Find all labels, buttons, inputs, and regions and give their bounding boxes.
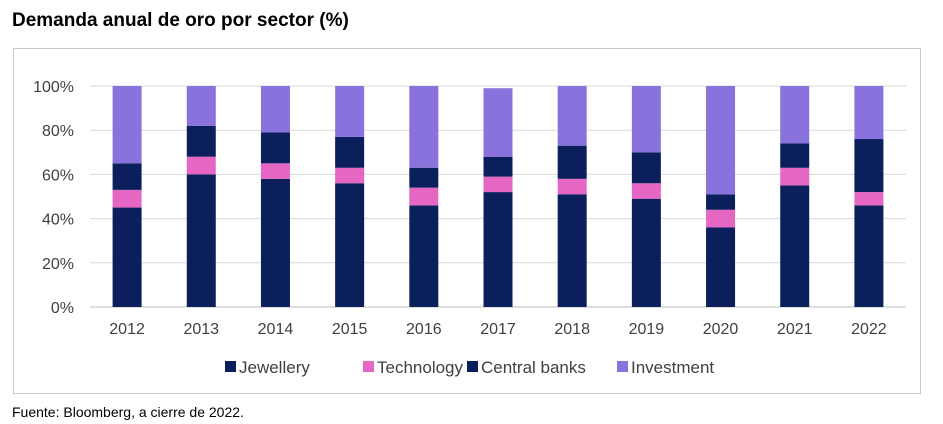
- y-tick-label: 80%: [42, 123, 74, 140]
- bar-investment-2022: [854, 86, 884, 140]
- bar-jewellery-2019: [631, 198, 661, 307]
- bar-investment-2016: [409, 86, 439, 168]
- bar-central-banks-2021: [780, 143, 810, 168]
- legend: Jewellery Technology Central banks Investme…: [225, 358, 714, 377]
- bar-technology-2022: [854, 192, 884, 206]
- x-tick-label: 2018: [554, 321, 590, 338]
- legend-swatch-investment: [617, 361, 628, 372]
- legend-label: Central banks: [481, 358, 586, 377]
- x-tick-label: 2013: [183, 321, 219, 338]
- bar-investment-2017: [483, 88, 513, 157]
- bar-central-banks-2014: [260, 132, 290, 164]
- y-tick-label: 100%: [33, 79, 74, 96]
- chart-title: Demanda anual de oro por sector (%): [12, 10, 349, 31]
- source-note: Fuente: Bloomberg, a cierre de 2022.: [12, 404, 244, 420]
- x-tick-label: 2012: [109, 321, 145, 338]
- bar-technology-2021: [780, 167, 810, 186]
- bar-investment-2014: [260, 86, 290, 133]
- bar-technology-2015: [335, 167, 365, 184]
- bar-central-banks-2020: [706, 194, 736, 210]
- bar-technology-2013: [186, 156, 216, 175]
- bar-technology-2017: [483, 176, 513, 193]
- y-tick-label: 20%: [42, 256, 74, 273]
- bar-central-banks-2019: [631, 152, 661, 184]
- bar-investment-2015: [335, 86, 365, 137]
- bar-jewellery-2017: [483, 192, 513, 307]
- legend-swatch-technology: [363, 361, 374, 372]
- x-axis-ticks: 2012 2013 2014 2015 2016 2017 2018 2019 2020 2021…: [109, 321, 887, 338]
- bar-technology-2012: [112, 189, 142, 208]
- bar-central-banks-2016: [409, 167, 439, 188]
- bar-central-banks-2022: [854, 139, 884, 193]
- bar-central-banks-2012: [112, 163, 142, 190]
- y-axis-ticks: 0% 20% 40% 60% 80% 100%: [33, 79, 74, 317]
- bar-technology-2020: [706, 209, 736, 228]
- bar-technology-2014: [260, 163, 290, 179]
- bar-investment-2019: [631, 86, 661, 153]
- legend-label: Investment: [631, 358, 714, 377]
- bar-investment-2013: [186, 86, 216, 126]
- y-tick-label: 0%: [51, 300, 74, 317]
- bar-jewellery-2018: [557, 194, 587, 307]
- bar-technology-2019: [631, 183, 661, 199]
- bar-jewellery-2022: [854, 205, 884, 307]
- bar-jewellery-2021: [780, 185, 810, 307]
- x-tick-label: 2019: [629, 321, 665, 338]
- bar-investment-2021: [780, 86, 810, 144]
- bar-investment-2018: [557, 86, 587, 146]
- bar-jewellery-2014: [260, 178, 290, 307]
- x-tick-label: 2020: [703, 321, 739, 338]
- bar-investment-2020: [706, 86, 736, 195]
- bar-jewellery-2013: [186, 174, 216, 307]
- bar-central-banks-2017: [483, 156, 513, 177]
- x-tick-label: 2015: [332, 321, 368, 338]
- bar-jewellery-2020: [706, 227, 736, 307]
- bar-technology-2018: [557, 178, 587, 195]
- legend-swatch-jewellery: [225, 361, 236, 372]
- y-tick-label: 40%: [42, 212, 74, 229]
- bar-jewellery-2012: [112, 207, 142, 307]
- bar-central-banks-2013: [186, 125, 216, 157]
- bar-jewellery-2015: [335, 183, 365, 307]
- bar-technology-2016: [409, 187, 439, 206]
- y-tick-label: 60%: [42, 167, 74, 184]
- bars: [112, 86, 884, 307]
- x-tick-label: 2021: [777, 321, 813, 338]
- bar-central-banks-2015: [335, 136, 365, 168]
- x-tick-label: 2014: [258, 321, 294, 338]
- chart-frame: [13, 48, 921, 394]
- x-tick-label: 2022: [851, 321, 887, 338]
- x-tick-label: 2017: [480, 321, 516, 338]
- bar-investment-2012: [112, 86, 142, 164]
- legend-label: Jewellery: [239, 358, 310, 377]
- x-tick-label: 2016: [406, 321, 442, 338]
- legend-swatch-central-banks: [467, 361, 478, 372]
- bar-central-banks-2018: [557, 145, 587, 179]
- bar-jewellery-2016: [409, 205, 439, 307]
- legend-label: Technology: [377, 358, 464, 377]
